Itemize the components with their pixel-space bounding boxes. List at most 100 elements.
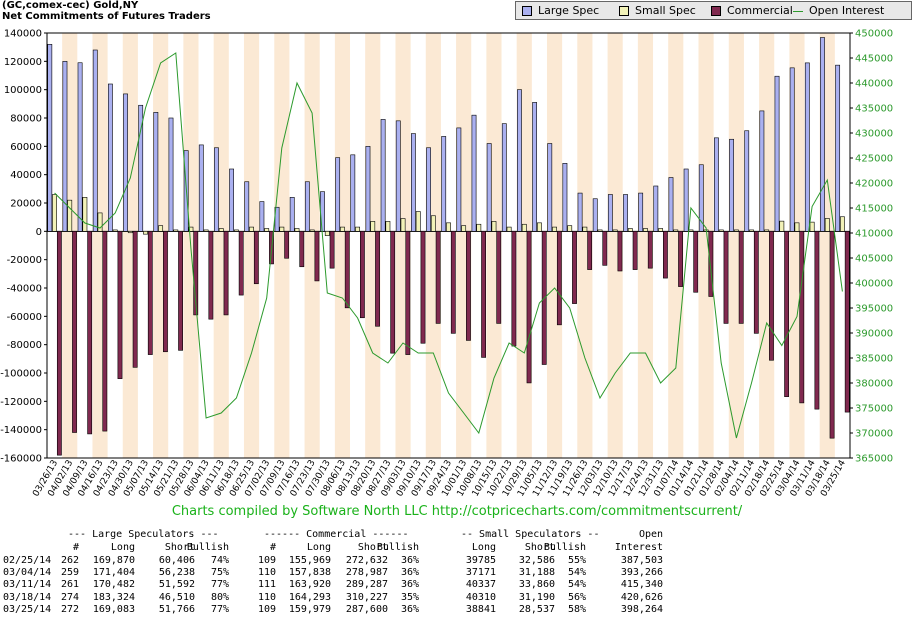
table-cell: 74% (210, 555, 229, 566)
large-spec-bar (532, 102, 538, 232)
large-spec-bar (517, 89, 522, 232)
commercial-bar (359, 231, 365, 319)
large-spec-bar (426, 147, 431, 232)
commercial-bar (572, 231, 577, 304)
table-cell: 169,870 (92, 555, 135, 566)
table-cell: 278,987 (345, 567, 388, 579)
table-row-date: 02/25/14 (3, 555, 52, 566)
small-spec-bar (127, 231, 133, 234)
small-spec-bar (446, 222, 451, 232)
table-cell: 35% (400, 591, 419, 603)
small-spec-bar (643, 228, 648, 232)
small-spec-bar (506, 226, 512, 232)
table-cell: 46,510 (158, 591, 195, 603)
table-cell: 77% (210, 603, 229, 615)
table-cell: 80% (210, 591, 229, 603)
table-cell: 40337 (465, 579, 496, 591)
chart-legend: Large Spec Small Spec Commercial Open In… (515, 1, 912, 20)
table-cell: 36% (400, 603, 419, 615)
chart-header-subtitle: Net Commitments of Futures Traders (2, 11, 211, 22)
small-spec-bar (764, 229, 770, 232)
commercial-bar (420, 231, 426, 344)
small-spec-bar (552, 226, 557, 232)
commercial-bar (663, 231, 668, 279)
cot-summary-table: --- Large Speculators --- ------ Commerci… (0, 529, 914, 621)
small-spec-bar (188, 226, 194, 232)
small-spec-bar (370, 221, 376, 232)
commercial-bar (829, 231, 835, 439)
large-spec-bar (456, 127, 462, 232)
small-spec-bar (673, 229, 679, 232)
small-spec-bar (52, 194, 57, 232)
table-cell: 170,482 (92, 579, 135, 591)
table-cell: 36% (400, 555, 419, 566)
table-cell: 420,626 (620, 591, 663, 603)
commercial-bar (769, 231, 774, 361)
large-spec-bar (714, 137, 719, 232)
table-row-date: 03/25/14 (3, 603, 52, 615)
large-spec-bar (123, 93, 128, 232)
large-spec-bar (410, 133, 416, 232)
commercial-bar (223, 231, 229, 316)
large-spec-bar (668, 177, 674, 232)
large-spec-bar (244, 181, 250, 232)
small-spec-bar (597, 229, 603, 232)
commercial-bar (208, 231, 214, 320)
commercial-bar (405, 231, 411, 355)
legend-item-large-spec: Large Spec (522, 4, 599, 17)
large-spec-bar (259, 201, 265, 232)
commercial-bar (163, 231, 168, 353)
left-axis-tick-label: 100000 (4, 85, 42, 96)
small-spec-bar (718, 229, 724, 232)
table-cell: 171,404 (92, 567, 135, 579)
right-axis-tick-label: 380000 (855, 379, 893, 390)
table-group-header: --- Large Speculators --- (68, 529, 219, 540)
table-column-header: Bullish (186, 542, 229, 553)
small-spec-bar (688, 229, 694, 232)
left-axis-tick-label: -80000 (7, 340, 42, 351)
large-spec-bar (623, 194, 628, 232)
small-spec-bar (612, 229, 618, 232)
legend-label-small-spec: Small Spec (635, 4, 696, 17)
table-cell: 51,766 (158, 603, 195, 615)
commercial-bar (102, 231, 108, 432)
small-spec-bar (582, 226, 588, 232)
small-spec-bar (67, 199, 73, 232)
small-spec-bar (658, 228, 664, 232)
large-spec-bar (789, 67, 795, 232)
small-spec-bar (309, 229, 315, 232)
commercial-bar (632, 231, 638, 270)
table-column-header: Short (357, 542, 388, 553)
right-axis-tick-label: 375000 (855, 404, 893, 415)
left-axis-tick-label: 40000 (10, 170, 42, 181)
small-spec-bar (521, 223, 527, 232)
commercial-bar (708, 231, 714, 297)
small-spec-bar (430, 215, 436, 232)
right-axis-tick-label: 435000 (855, 104, 893, 115)
small-spec-bar (461, 225, 467, 232)
large-spec-bar (592, 198, 598, 232)
table-cell: 54% (567, 567, 586, 579)
table-row-date: 03/18/14 (3, 591, 52, 603)
large-spec-bar (47, 44, 53, 232)
cot-chart: -160000 -140000 -120000 -100000 -80000 -60000… (0, 29, 893, 499)
table-cell: 262 (60, 555, 79, 566)
large-spec-bar (77, 62, 83, 232)
legend-item-open-interest: Open Interest (793, 4, 884, 17)
small-spec-bar (97, 212, 103, 232)
commercial-bar (253, 231, 259, 285)
large-spec-swatch-icon (522, 6, 532, 16)
large-spec-bar (380, 119, 386, 232)
left-axis-tick-label: 0 (36, 227, 42, 238)
small-spec-bar (82, 197, 88, 232)
table-cell: 31,190 (518, 591, 555, 603)
table-cell: 169,083 (92, 603, 135, 615)
large-spec-bar (547, 143, 553, 232)
table-cell: 415,340 (620, 579, 663, 591)
commercial-bar (814, 231, 820, 410)
large-spec-bar (653, 185, 659, 232)
table-group-header: ------ Commercial ------ (264, 529, 409, 540)
legend-label-commercial: Commercial (727, 4, 793, 17)
small-spec-bar (355, 226, 360, 232)
table-column-header: Bullish (543, 542, 586, 553)
